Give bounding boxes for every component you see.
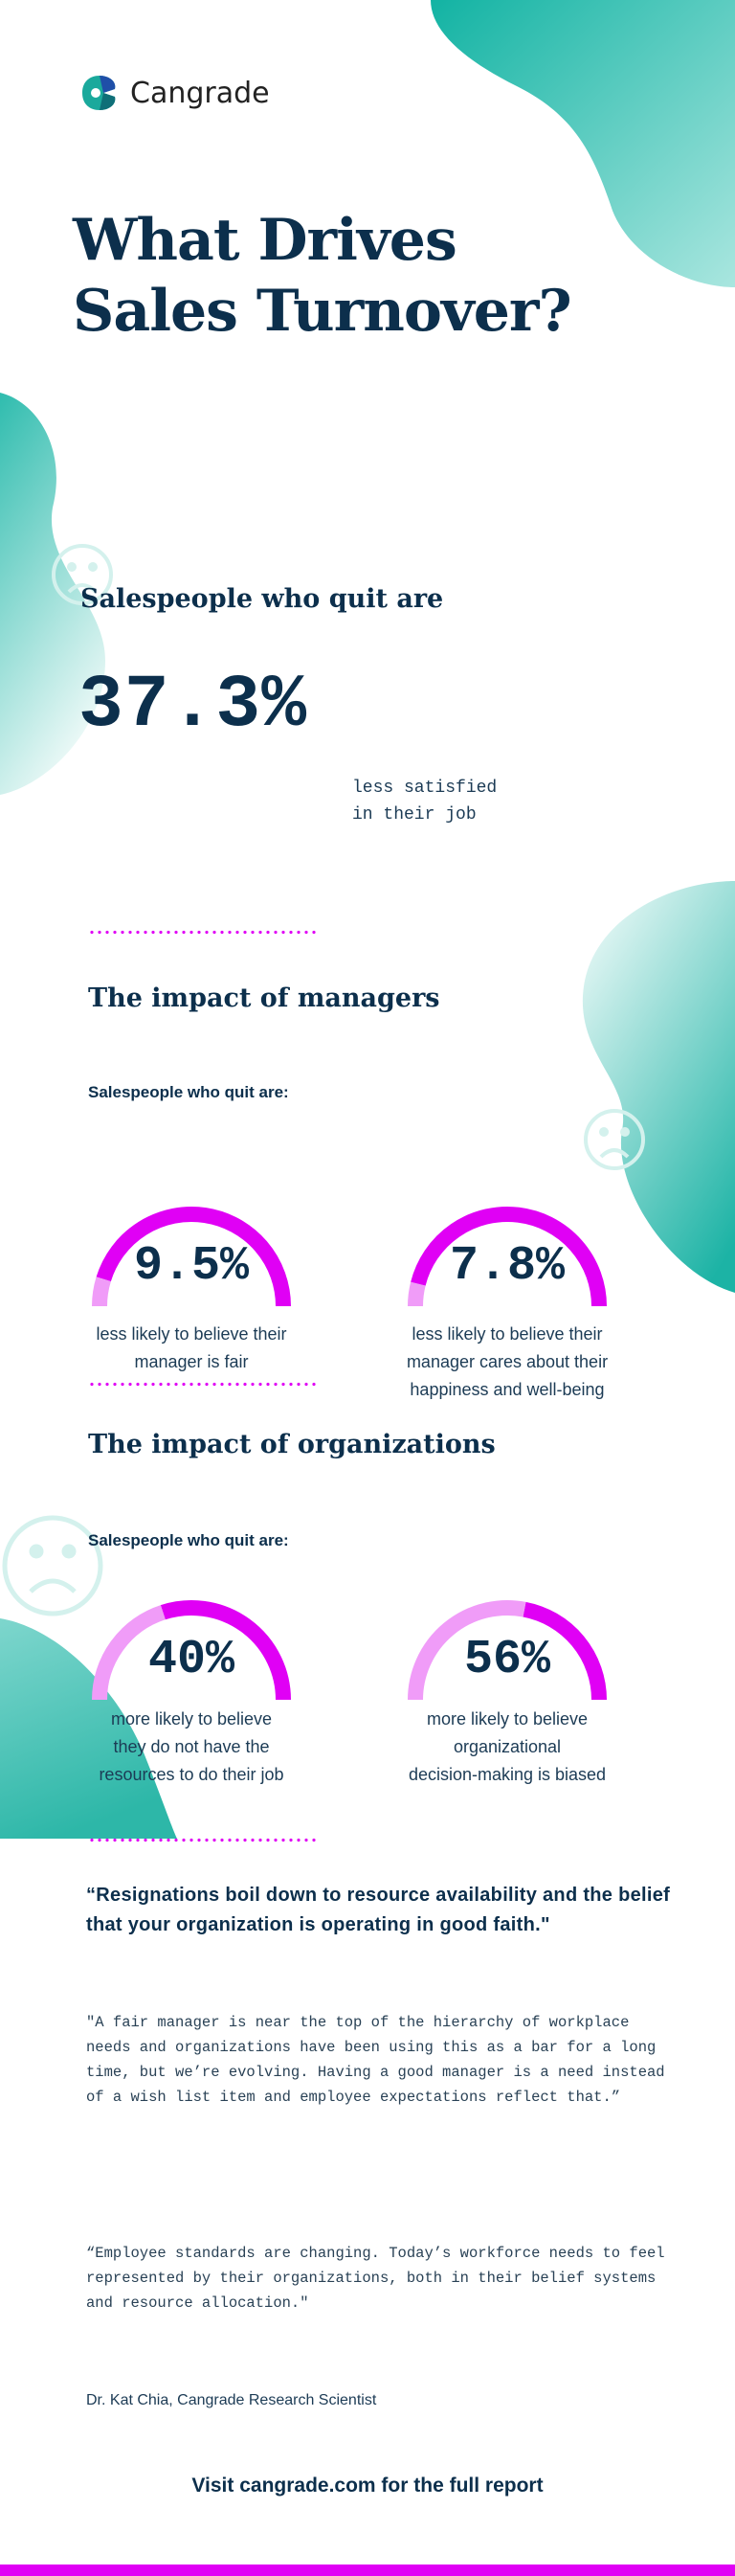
gauge-chart bbox=[92, 1600, 291, 1701]
gauge-caption: more likely to believe organizational deci… bbox=[364, 1706, 651, 1789]
gauge-caption-line: more likely to believe bbox=[110, 1709, 273, 1729]
sad-face-icon bbox=[2, 1515, 103, 1616]
cangrade-logo-icon bbox=[82, 76, 116, 110]
gauge-value-arc bbox=[92, 1605, 167, 1701]
page-title: What Drives Sales Turnover? bbox=[73, 205, 735, 347]
intro-caption-line: in their job bbox=[352, 805, 477, 825]
teal-blob-top-right bbox=[431, 0, 735, 287]
gauge-value-label: 40% bbox=[147, 1633, 234, 1687]
intro-caption-line: less satisfied bbox=[352, 779, 498, 798]
gauge-chart bbox=[408, 1207, 607, 1307]
gauge-value-arc bbox=[92, 1277, 111, 1307]
footer-cta[interactable]: Visit cangrade.com for the full report bbox=[191, 2474, 544, 2497]
gauge-caption: more likely to believe they do not have t… bbox=[48, 1706, 335, 1789]
sad-face-icon bbox=[52, 544, 113, 605]
gauge-caption-line: less likely to believe their bbox=[96, 1324, 287, 1344]
gauge-caption-line: more likely to believe bbox=[426, 1709, 589, 1729]
gauge-caption-line: decision-making is biased bbox=[408, 1765, 607, 1784]
background-decorations bbox=[0, 0, 735, 1839]
gauge-caption-line: resources to do their job bbox=[99, 1765, 284, 1784]
gauge-caption-line: they do not have the bbox=[113, 1737, 270, 1756]
brand-logo: Cangrade bbox=[78, 72, 735, 114]
gauge-caption: less likely to believe their manager is f… bbox=[48, 1321, 335, 1376]
gauge-value-arc bbox=[408, 1600, 526, 1701]
organizations-heading: The impact of organizations bbox=[88, 1430, 496, 1459]
intro-heading: Salespeople who quit are bbox=[80, 584, 444, 614]
teal-blob-bottom-left bbox=[0, 1618, 177, 1839]
gauge-remainder-arc bbox=[96, 1207, 291, 1307]
quote-headline: “Resignations boil down to resource avai… bbox=[86, 1885, 671, 1935]
organizations-subheading: Salespeople who quit are: bbox=[88, 1531, 289, 1549]
title-line-2: Sales Turnover? bbox=[73, 278, 572, 345]
teal-blob-right bbox=[582, 881, 735, 1293]
intro-caption: less satisfied in their job bbox=[352, 775, 735, 828]
gauge-value-label: 9.5% bbox=[133, 1239, 250, 1294]
gauge-caption: less likely to believe their manager care… bbox=[364, 1321, 651, 1404]
managers-subheading: Salespeople who quit are: bbox=[88, 1083, 289, 1101]
sad-face-icon bbox=[584, 1109, 645, 1170]
gauge-caption-line: manager cares about their bbox=[406, 1352, 609, 1371]
quote-paragraph-2: “Employee standards are changing. Today’… bbox=[86, 2245, 665, 2312]
gauge-caption-line: organizational bbox=[453, 1737, 562, 1756]
gauge-value-label: 7.8% bbox=[449, 1239, 566, 1294]
teal-blob-left bbox=[0, 393, 105, 795]
gauge-caption-line: happiness and well-being bbox=[410, 1380, 605, 1399]
dotted-divider bbox=[88, 1382, 318, 1387]
quote-paragraph-1: "A fair manager is near the top of the h… bbox=[86, 2014, 665, 2106]
brand-name: Cangrade bbox=[130, 76, 270, 110]
gauge-caption-line: manager is fair bbox=[134, 1352, 249, 1371]
managers-heading: The impact of managers bbox=[88, 983, 440, 1013]
dotted-divider bbox=[88, 930, 318, 935]
footer-bar bbox=[0, 2565, 735, 2576]
gauge-value-arc bbox=[408, 1281, 426, 1307]
gauge-chart bbox=[408, 1600, 607, 1701]
title-line-1: What Drives bbox=[73, 207, 457, 274]
gauge-chart bbox=[92, 1207, 291, 1307]
gauge-remainder-arc bbox=[160, 1600, 291, 1701]
intro-stat: 37.3% bbox=[78, 664, 308, 748]
gauge-remainder-arc bbox=[523, 1601, 607, 1701]
gauge-value-label: 56% bbox=[463, 1633, 550, 1687]
quote-attribution: Dr. Kat Chia, Cangrade Research Scientis… bbox=[86, 2392, 377, 2408]
gauge-caption-line: less likely to believe their bbox=[412, 1324, 603, 1344]
gauge-remainder-arc bbox=[411, 1207, 607, 1307]
